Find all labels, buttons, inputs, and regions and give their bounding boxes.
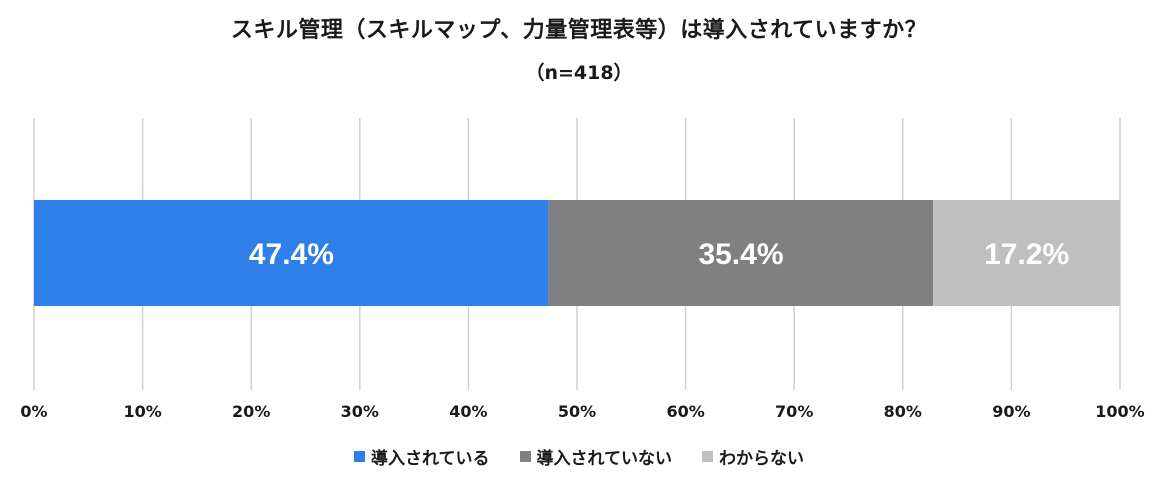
legend-item-implemented: 導入されている: [354, 444, 490, 469]
legend-swatch: [354, 451, 365, 462]
x-tick-label: 50%: [558, 402, 596, 421]
x-tick-label: 30%: [341, 402, 379, 421]
bar-segment: [548, 200, 934, 306]
x-tick-label: 0%: [20, 402, 47, 421]
x-tick-label: 60%: [666, 402, 704, 421]
data-label: 17.2%: [984, 238, 1069, 271]
legend-swatch: [702, 451, 713, 462]
x-tick-label: 20%: [232, 402, 270, 421]
legend: 導入されている 導入されていない わからない: [0, 444, 1158, 469]
legend-label: 導入されている: [371, 449, 490, 469]
chart-title: スキル管理（スキルマップ、力量管理表等）は導入されていますか？: [230, 18, 928, 43]
x-tick-label: 70%: [775, 402, 813, 421]
bar-segment: [34, 200, 549, 306]
x-tick-label: 40%: [449, 402, 487, 421]
bar-segment: [933, 200, 1120, 306]
legend-label: 導入されていない: [536, 449, 673, 469]
x-tick-label: 100%: [1095, 402, 1144, 421]
legend-label: わからない: [719, 449, 804, 469]
x-tick-label: 90%: [992, 402, 1030, 421]
legend-item-unknown: わからない: [702, 444, 804, 469]
chart-plot: 0% 10% 20% 30% 40% 50% 60% 70% 80% 90% 100% 47.4% 35…: [20, 118, 1145, 421]
x-tick-label: 80%: [884, 402, 922, 421]
data-label: 35.4%: [698, 238, 783, 271]
legend-item-not-implemented: 導入されていない: [519, 444, 673, 469]
x-tick-label: 10%: [123, 402, 161, 421]
chart-subtitle: （n=418）: [525, 62, 633, 84]
legend-swatch: [519, 451, 531, 462]
data-label: 47.4%: [249, 238, 334, 271]
